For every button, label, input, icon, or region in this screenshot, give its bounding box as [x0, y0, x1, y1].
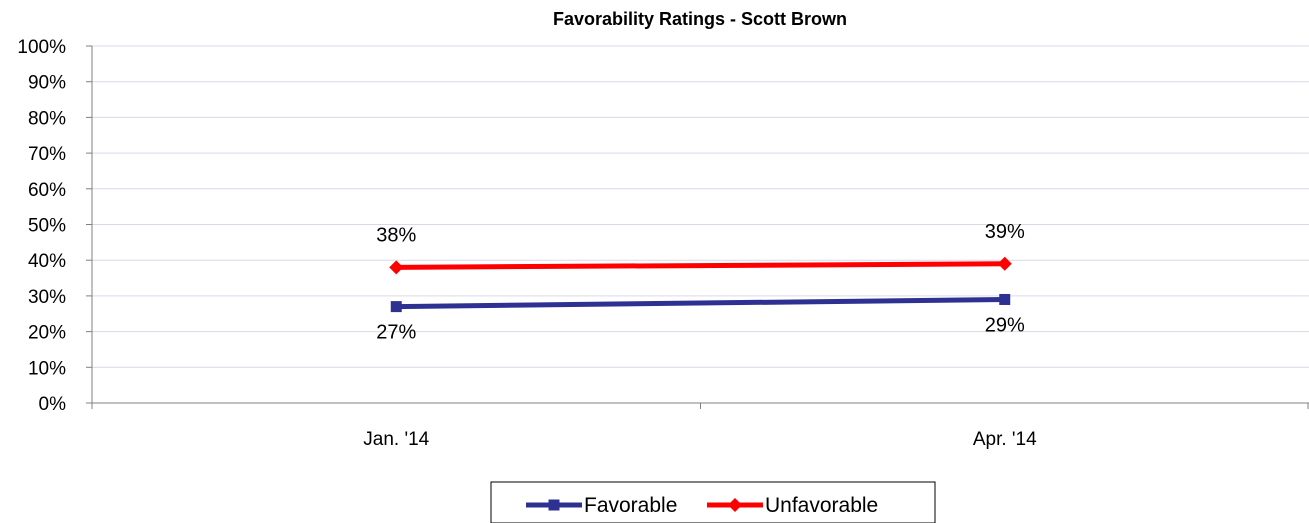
y-tick-label: 10% — [28, 358, 66, 379]
legend: Favorable Unfavorable — [490, 481, 936, 523]
y-tick-label: 40% — [28, 251, 66, 272]
chart-title: Favorability Ratings - Scott Brown — [553, 9, 847, 29]
y-tick-label: 90% — [28, 73, 66, 94]
data-point — [390, 301, 402, 313]
y-tick-label: 0% — [39, 394, 67, 415]
y-tick-label: 80% — [28, 108, 66, 129]
series-line — [396, 296, 1005, 310]
y-tick-label: 60% — [28, 180, 66, 201]
data-point — [999, 293, 1011, 305]
y-tick-label: 100% — [17, 37, 66, 58]
series-favorable: 27% 29% — [376, 293, 1025, 344]
y-tick-label: 30% — [28, 287, 66, 308]
legend-label: Unfavorable — [765, 494, 878, 517]
data-point — [389, 260, 404, 275]
series-group: 27% 29% 38% 39% — [376, 221, 1025, 344]
x-axis-ticks: Jan. '14 Apr. '14 — [91, 403, 1309, 450]
x-tick-label: Jan. '14 — [363, 429, 429, 450]
data-label: 38% — [376, 224, 416, 246]
series-unfavorable: 38% 39% — [376, 221, 1025, 275]
x-tick-label: Apr. '14 — [973, 429, 1037, 450]
legend-item-favorable: Favorable — [526, 494, 677, 517]
y-tick-label: 20% — [28, 323, 66, 344]
legend-marker — [548, 499, 560, 511]
legend-label: Favorable — [584, 494, 677, 517]
y-tick-label: 50% — [28, 216, 66, 237]
legend-item-unfavorable: Unfavorable — [707, 494, 878, 517]
data-label: 27% — [376, 322, 416, 344]
gridlines — [92, 45, 1309, 368]
y-tick-label: 70% — [28, 144, 66, 165]
data-label: 29% — [985, 314, 1025, 336]
y-axis-ticks: 0% 10% 20% 30% 40% 50% 60% 70% 80% 90% 100% — [17, 37, 92, 415]
data-point — [997, 256, 1012, 271]
series-line — [396, 261, 1005, 270]
data-label: 39% — [985, 221, 1025, 243]
legend-marker — [728, 498, 742, 512]
